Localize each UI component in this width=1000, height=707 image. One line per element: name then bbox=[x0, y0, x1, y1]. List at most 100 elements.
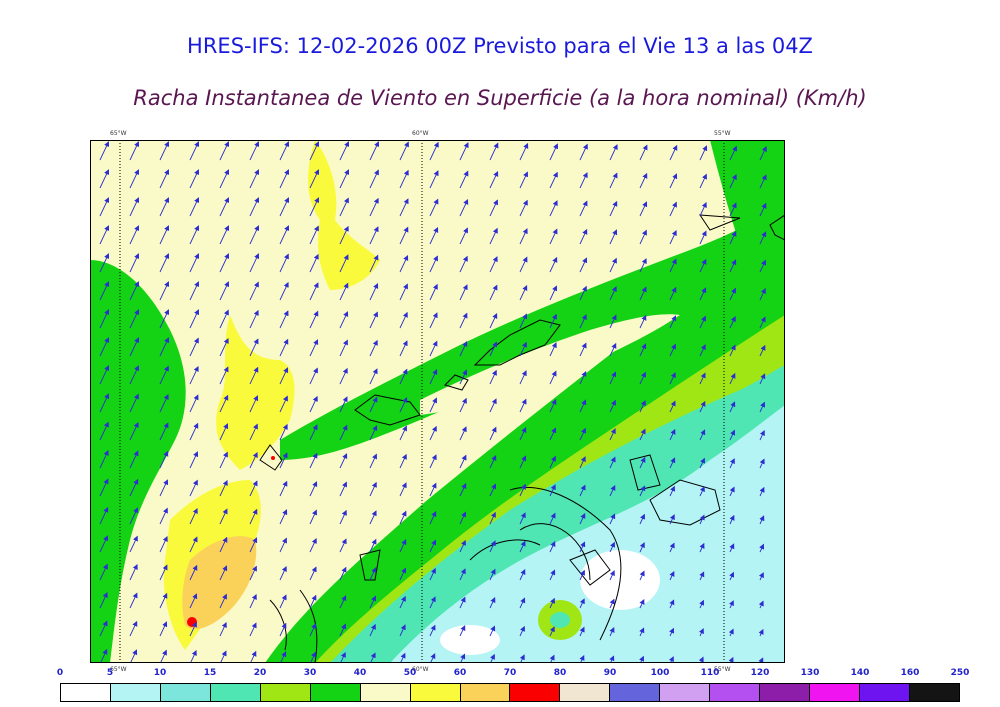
wind-arrow bbox=[699, 258, 707, 273]
legend-label: 15 bbox=[203, 668, 217, 678]
wind-arrow bbox=[309, 253, 319, 273]
wind-arrow bbox=[249, 141, 260, 161]
wind-arrow bbox=[459, 341, 468, 357]
wind-arrow bbox=[369, 368, 378, 385]
legend-swatch bbox=[260, 684, 311, 701]
wind-arrow bbox=[99, 648, 108, 663]
field-70-80-b bbox=[271, 456, 275, 460]
wind-arrow bbox=[609, 598, 615, 609]
wind-arrow bbox=[549, 540, 556, 553]
wind-arrow bbox=[279, 594, 287, 609]
wind-arrow bbox=[459, 568, 466, 581]
wind-arrow bbox=[279, 537, 287, 553]
wind-arrow bbox=[399, 169, 409, 189]
wind-arrow bbox=[339, 396, 348, 413]
wind-arrow bbox=[639, 201, 648, 217]
field-gap bbox=[420, 314, 680, 415]
wind-arrow bbox=[159, 281, 170, 301]
wind-arrow bbox=[309, 566, 317, 581]
wind-arrow bbox=[129, 478, 139, 497]
wind-arrow bbox=[159, 141, 170, 161]
wind-arrow bbox=[609, 513, 616, 525]
wind-arrow bbox=[279, 225, 290, 245]
wind-arrow bbox=[129, 620, 138, 637]
wind-arrow bbox=[669, 542, 675, 553]
wind-arrow bbox=[399, 226, 409, 245]
wind-arrow bbox=[549, 285, 558, 301]
wind-arrow bbox=[699, 315, 706, 329]
wind-arrow bbox=[309, 509, 317, 525]
wind-arrow bbox=[669, 230, 677, 245]
wind-arrow bbox=[639, 400, 646, 413]
wind-arrow bbox=[519, 284, 528, 301]
wind-arrow bbox=[549, 200, 558, 217]
wind-arrow bbox=[489, 142, 499, 161]
wind-arrow bbox=[369, 623, 376, 637]
wind-arrow bbox=[369, 567, 377, 581]
wind-arrow bbox=[279, 338, 289, 357]
wind-arrow bbox=[699, 372, 706, 385]
legend-swatch bbox=[909, 684, 959, 701]
wind-arrow bbox=[339, 595, 347, 609]
field-60-70 bbox=[182, 536, 257, 630]
wind-arrow bbox=[189, 225, 200, 245]
wind-arrow bbox=[399, 453, 407, 469]
wind-arrow bbox=[549, 228, 558, 245]
wind-arrow bbox=[519, 512, 526, 525]
wind-arrow bbox=[459, 625, 466, 637]
wind-arrow bbox=[519, 370, 527, 385]
legend-colorbar bbox=[60, 683, 960, 702]
legend-label: 0 bbox=[56, 668, 64, 678]
wind-arrow bbox=[669, 343, 676, 357]
wind-arrow bbox=[399, 255, 409, 273]
wind-arrow bbox=[579, 456, 586, 469]
wind-arrow bbox=[669, 485, 675, 497]
wind-arrow bbox=[429, 397, 437, 413]
wind-arrow bbox=[219, 536, 228, 553]
wind-arrow bbox=[579, 228, 588, 245]
wind-arrow bbox=[429, 596, 436, 609]
wind-arrow bbox=[369, 254, 379, 273]
field-30-40-west bbox=[90, 260, 186, 663]
wind-arrow bbox=[519, 142, 529, 161]
wind-arrow bbox=[399, 510, 407, 525]
wind-arrow bbox=[189, 451, 199, 469]
wind-arrow bbox=[129, 309, 140, 329]
wind-arrow bbox=[399, 283, 408, 301]
wind-arrow bbox=[399, 397, 408, 413]
field-spot-core bbox=[550, 612, 570, 628]
wind-arrow bbox=[519, 256, 528, 273]
wind-arrow bbox=[309, 169, 320, 189]
wind-arrow bbox=[579, 172, 588, 189]
wind-arrow bbox=[369, 453, 377, 469]
wind-arrow bbox=[339, 169, 350, 189]
wind-arrow bbox=[159, 507, 168, 525]
wind-arrow bbox=[219, 650, 227, 663]
legend-swatch bbox=[760, 684, 811, 701]
wind-arrow bbox=[489, 540, 496, 553]
wind-arrow bbox=[99, 337, 110, 357]
wind-arrow bbox=[339, 367, 348, 385]
lon-label-top-55w: 55°W bbox=[714, 130, 731, 137]
wind-arrow bbox=[699, 230, 707, 245]
wind-arrow bbox=[309, 310, 319, 329]
wind-arrow bbox=[489, 170, 499, 189]
wind-arrow bbox=[369, 311, 378, 329]
wind-arrow bbox=[729, 401, 736, 413]
wind-arrow bbox=[369, 481, 377, 497]
wind-arrow bbox=[669, 428, 676, 441]
lon-label-bottom-55w: 55°W bbox=[714, 666, 731, 673]
wind-arrow bbox=[309, 282, 319, 301]
wind-arrow bbox=[219, 366, 229, 385]
wind-arrow bbox=[758, 628, 764, 637]
wind-arrow bbox=[489, 256, 498, 273]
wind-arrow bbox=[459, 369, 468, 385]
wind-arrow bbox=[309, 197, 320, 217]
wind-arrow bbox=[459, 227, 468, 245]
wind-arrow bbox=[189, 593, 198, 609]
wind-arrow bbox=[519, 398, 527, 413]
wind-arrow bbox=[339, 566, 347, 581]
wind-arrow bbox=[729, 174, 737, 189]
wind-arrow bbox=[579, 598, 585, 609]
wind-arrow bbox=[369, 197, 379, 217]
